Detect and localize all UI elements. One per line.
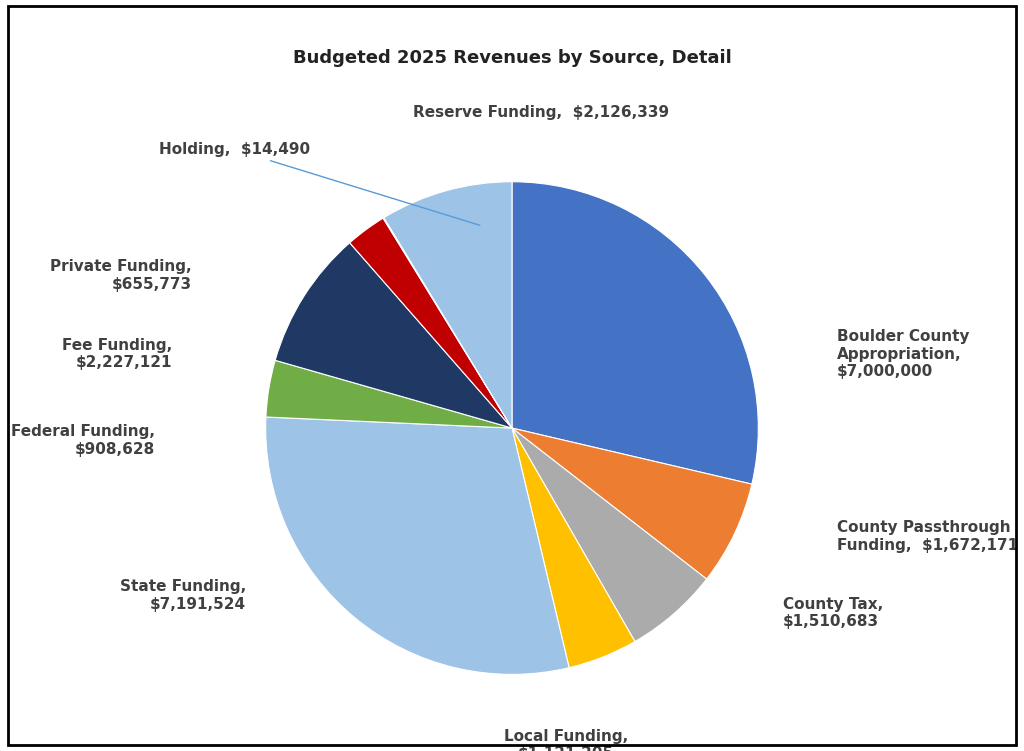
Text: Local Funding,
$1,121,205: Local Funding, $1,121,205 [504,728,629,751]
Text: Reserve Funding,  $2,126,339: Reserve Funding, $2,126,339 [414,105,670,120]
Wedge shape [275,243,512,428]
Wedge shape [265,417,569,674]
Wedge shape [512,182,759,484]
Text: Federal Funding,
$908,628: Federal Funding, $908,628 [11,424,155,457]
Text: Holding,  $14,490: Holding, $14,490 [159,142,480,225]
Wedge shape [384,182,512,428]
Wedge shape [383,218,512,428]
Wedge shape [266,360,512,428]
Wedge shape [350,218,512,428]
Wedge shape [512,428,752,579]
Text: County Passthrough
Funding,  $1,672,171: County Passthrough Funding, $1,672,171 [838,520,1018,553]
Text: Fee Funding,
$2,227,121: Fee Funding, $2,227,121 [61,338,172,370]
Text: Boulder County
Appropriation,
$7,000,000: Boulder County Appropriation, $7,000,000 [838,329,970,379]
Wedge shape [512,428,707,641]
Text: State Funding,
$7,191,524: State Funding, $7,191,524 [120,579,246,612]
Text: Private Funding,
$655,773: Private Funding, $655,773 [50,259,191,291]
Text: Budgeted 2025 Revenues by Source, Detail: Budgeted 2025 Revenues by Source, Detail [293,49,731,67]
Text: County Tax,
$1,510,683: County Tax, $1,510,683 [783,596,884,629]
Wedge shape [512,428,635,668]
